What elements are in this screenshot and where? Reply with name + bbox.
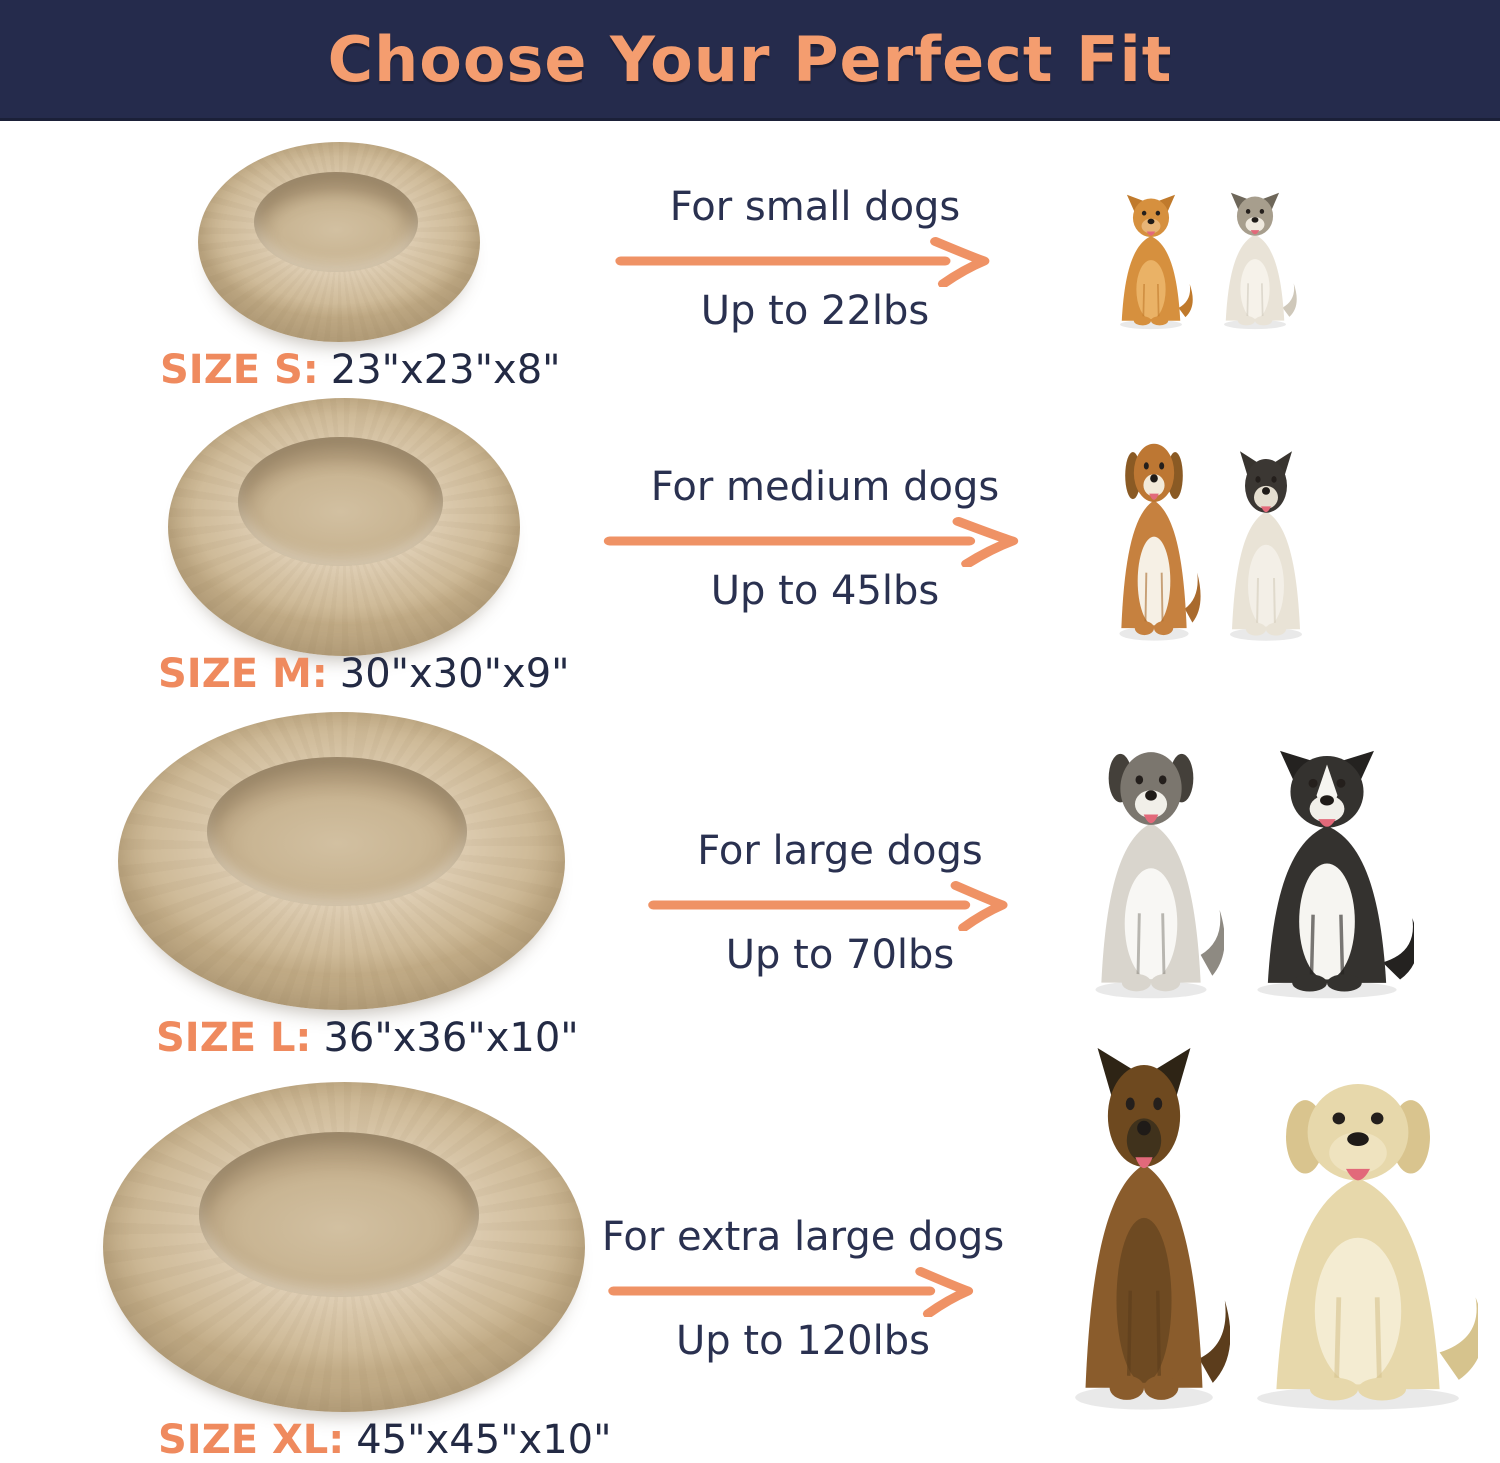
large-dogs-photos (1078, 732, 1428, 1000)
dog-bed-photo-size-m (168, 398, 520, 656)
audience-text: For small dogs (669, 184, 961, 230)
right-arrow-icon (648, 881, 1008, 931)
size-caption-l: SIZE L: 36"x36"x10" (156, 1016, 579, 1060)
header-banner: Choose Your Perfect Fit (0, 0, 1500, 121)
medium-dogs-photos (1106, 430, 1326, 642)
extra-large-dogs-photos (1058, 1044, 1478, 1412)
size-label: SIZE M: (158, 651, 328, 697)
size-label: SIZE S: (160, 347, 319, 393)
size-caption-m: SIZE M: 30"x30"x9" (158, 652, 570, 696)
page-title: Choose Your Perfect Fit (327, 22, 1173, 96)
bed-hole (254, 172, 418, 272)
right-arrow-icon (608, 1267, 974, 1317)
size-dimensions: 30"x30"x9" (339, 651, 570, 697)
weight-text: Up to 22lbs (700, 288, 930, 334)
size-xl-description: For extra large dogs Up to 120lbs (588, 1213, 1018, 1365)
size-s-description: For small dogs Up to 22lbs (600, 183, 1030, 335)
weight-text: Up to 45lbs (710, 568, 940, 614)
bed-hole (238, 436, 443, 566)
dog-bed-photo-size-l (118, 712, 565, 1010)
bed-hole (207, 756, 467, 906)
audience-text: For large dogs (697, 828, 983, 874)
german-shepherd-photo (1075, 1048, 1230, 1410)
size-caption-s: SIZE S: 23"x23"x8" (160, 348, 561, 392)
pomeranian-photo (1120, 194, 1193, 330)
weight-text: Up to 120lbs (676, 1318, 930, 1364)
size-dimensions: 23"x23"x8" (330, 347, 561, 393)
size-label: SIZE XL: (158, 1417, 345, 1463)
size-m-description: For medium dogs Up to 45lbs (590, 463, 1060, 615)
audience-text: For extra large dogs (601, 1214, 1005, 1260)
size-caption-xl: SIZE XL: 45"x45"x10" (158, 1418, 612, 1462)
small-dogs-photos (1108, 188, 1318, 330)
french-bulldog-photo (1230, 451, 1302, 641)
size-dimensions: 36"x36"x10" (323, 1015, 579, 1061)
golden-retriever-photo (1257, 1084, 1478, 1410)
right-arrow-icon (615, 237, 990, 287)
size-label: SIZE L: (156, 1015, 312, 1061)
australian-shepherd-photo (1095, 752, 1224, 999)
dog-bed-photo-size-s (198, 142, 480, 342)
size-dimensions: 45"x45"x10" (356, 1417, 612, 1463)
beagle-photo (1119, 443, 1201, 641)
border-collie-photo (1257, 750, 1414, 999)
yorkshire-terrier-photo (1224, 192, 1297, 330)
dog-bed-photo-size-xl (103, 1082, 585, 1412)
bed-hole (199, 1131, 479, 1297)
right-arrow-icon (603, 517, 1019, 567)
size-l-description: For large dogs Up to 70lbs (630, 827, 1050, 979)
weight-text: Up to 70lbs (725, 932, 955, 978)
audience-text: For medium dogs (650, 464, 1000, 510)
